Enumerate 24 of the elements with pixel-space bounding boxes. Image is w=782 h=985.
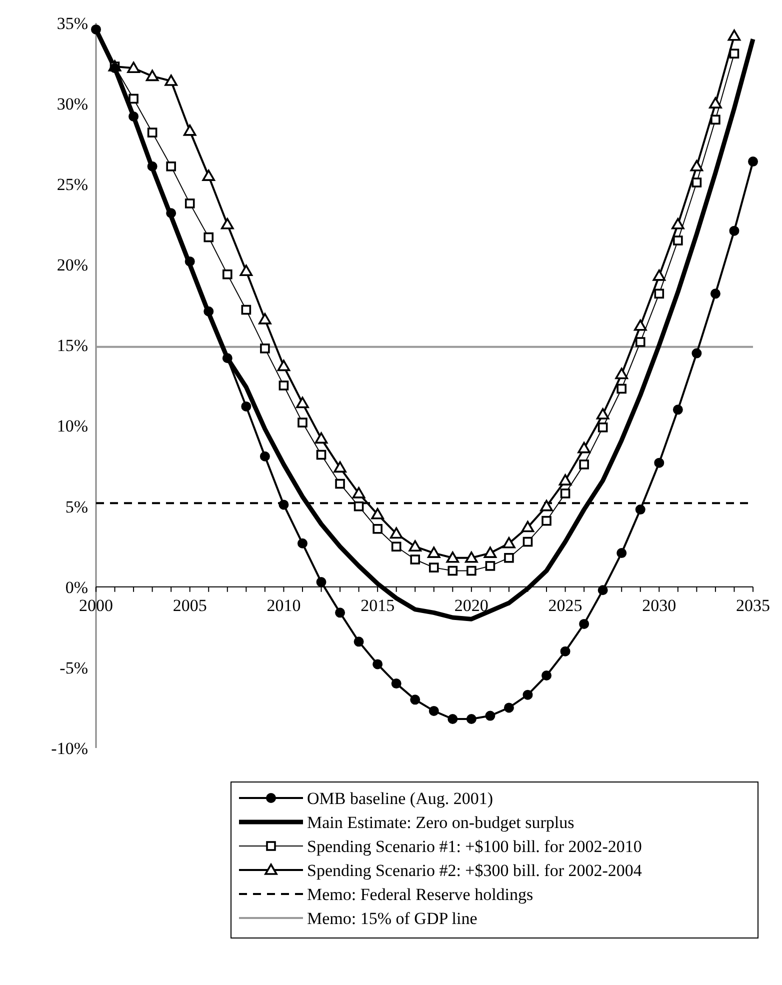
y-tick-label: 25% xyxy=(56,175,88,194)
x-tick-label: 2035 xyxy=(736,596,770,615)
y-tick-label: 10% xyxy=(56,416,88,436)
legend-label: Memo: 15% of GDP line xyxy=(307,908,478,928)
x-tick-label: 2000 xyxy=(79,596,113,615)
x-tick-label: 2015 xyxy=(360,596,395,615)
legend-label: OMB baseline (Aug. 2001) xyxy=(307,788,494,808)
y-tick-label: 20% xyxy=(56,256,88,275)
legend-label: Memo: Federal Reserve holdings xyxy=(307,884,534,904)
y-tick-label: 30% xyxy=(56,94,88,114)
y-tick-label: -10% xyxy=(51,738,88,758)
y-tick-label: 5% xyxy=(65,497,88,516)
legend-label: Spending Scenario #2: +$300 bill. for 2002-2004 xyxy=(307,860,642,880)
y-tick-label: 0% xyxy=(65,578,88,597)
legend-label: Main Estimate: Zero on-budget surplus xyxy=(307,812,574,832)
x-tick-label: 2030 xyxy=(642,596,676,615)
x-tick-label: 2010 xyxy=(266,596,301,615)
y-tick-label: -5% xyxy=(60,658,88,678)
x-tick-label: 2025 xyxy=(548,596,582,615)
y-tick-label: 35% xyxy=(56,14,88,33)
y-tick-label: 15% xyxy=(56,336,88,356)
legend-label: Spending Scenario #1: +$100 bill. for 2002-2010 xyxy=(307,836,642,856)
x-tick-label: 2020 xyxy=(454,596,488,615)
x-tick-label: 2005 xyxy=(172,596,207,615)
